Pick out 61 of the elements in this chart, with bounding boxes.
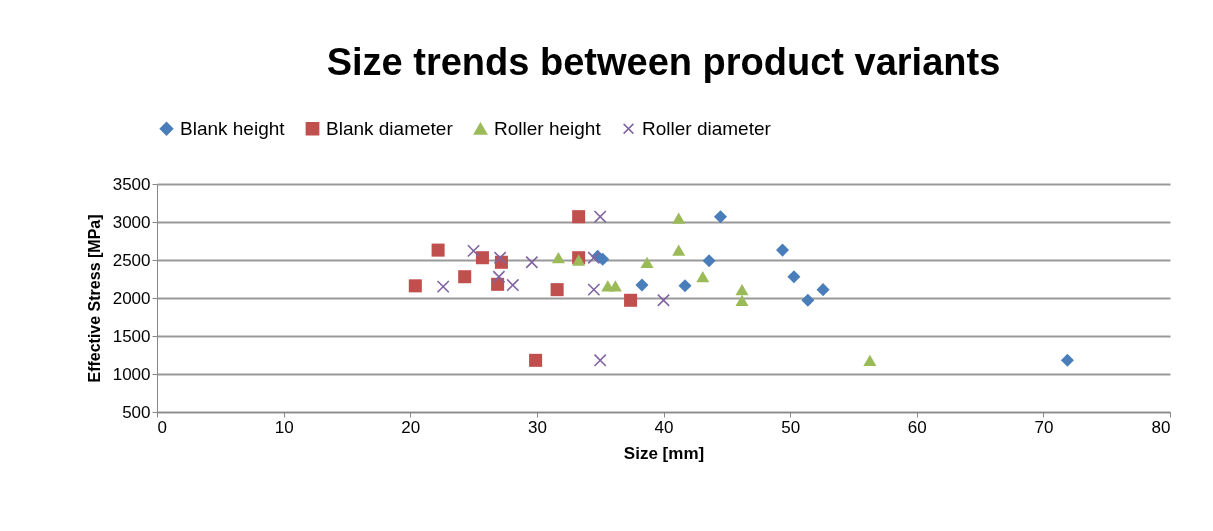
point	[506, 278, 520, 292]
point	[624, 293, 638, 307]
y-tick-label: 3500	[112, 174, 151, 194]
point	[735, 283, 749, 296]
point	[816, 283, 830, 297]
point	[475, 251, 489, 265]
x-tick-label: 30	[527, 417, 547, 437]
legend-label: Roller height	[494, 117, 602, 139]
point	[492, 270, 506, 284]
point	[529, 353, 543, 367]
point	[436, 280, 450, 294]
point	[863, 354, 877, 366]
point	[408, 279, 422, 293]
point	[635, 278, 649, 292]
point	[551, 252, 565, 264]
legend-label: Roller diameter	[642, 117, 772, 139]
legend-label: Blank diameter	[326, 117, 454, 139]
point	[801, 293, 815, 307]
y-tick-label: 2500	[112, 250, 151, 270]
y-axis-title: Effective Stress [MPa]	[85, 214, 103, 383]
point	[431, 243, 445, 257]
point	[672, 212, 686, 224]
y-tick-label: 500	[122, 402, 151, 422]
x-tick-label: 50	[781, 417, 801, 437]
point	[787, 270, 801, 284]
point	[672, 244, 686, 256]
y-tick-label: 2000	[112, 288, 151, 308]
y-tick-label: 1000	[112, 364, 151, 384]
point	[696, 271, 710, 283]
point	[735, 294, 749, 306]
point	[678, 279, 692, 293]
x-tick-label: 80	[1151, 417, 1171, 437]
point	[550, 283, 564, 297]
point	[776, 243, 790, 257]
point	[593, 210, 607, 224]
point	[702, 254, 716, 268]
x-tick-label: 60	[907, 417, 927, 437]
x-tick-label: 10	[274, 417, 294, 437]
point	[572, 210, 586, 224]
x-tick-label: 0	[157, 417, 167, 437]
point	[525, 255, 539, 269]
point	[458, 270, 472, 284]
point	[640, 256, 654, 268]
legend-label: Blank height	[180, 117, 286, 139]
point	[493, 251, 507, 265]
x-tick-label: 70	[1034, 417, 1054, 437]
point	[657, 293, 670, 307]
point	[587, 251, 601, 265]
point	[608, 280, 622, 292]
point	[467, 244, 481, 258]
point	[713, 210, 727, 224]
y-tick-label: 1500	[112, 326, 151, 346]
chart-title: Size trends between product variants	[326, 41, 1001, 83]
x-axis-title: Size [mm]	[623, 443, 705, 463]
point	[593, 353, 607, 367]
y-tick-label: 3000	[112, 212, 151, 232]
x-tick-label: 20	[401, 417, 421, 437]
point	[1060, 353, 1074, 367]
point	[491, 277, 505, 291]
point	[587, 283, 601, 297]
x-tick-label: 40	[654, 417, 674, 437]
